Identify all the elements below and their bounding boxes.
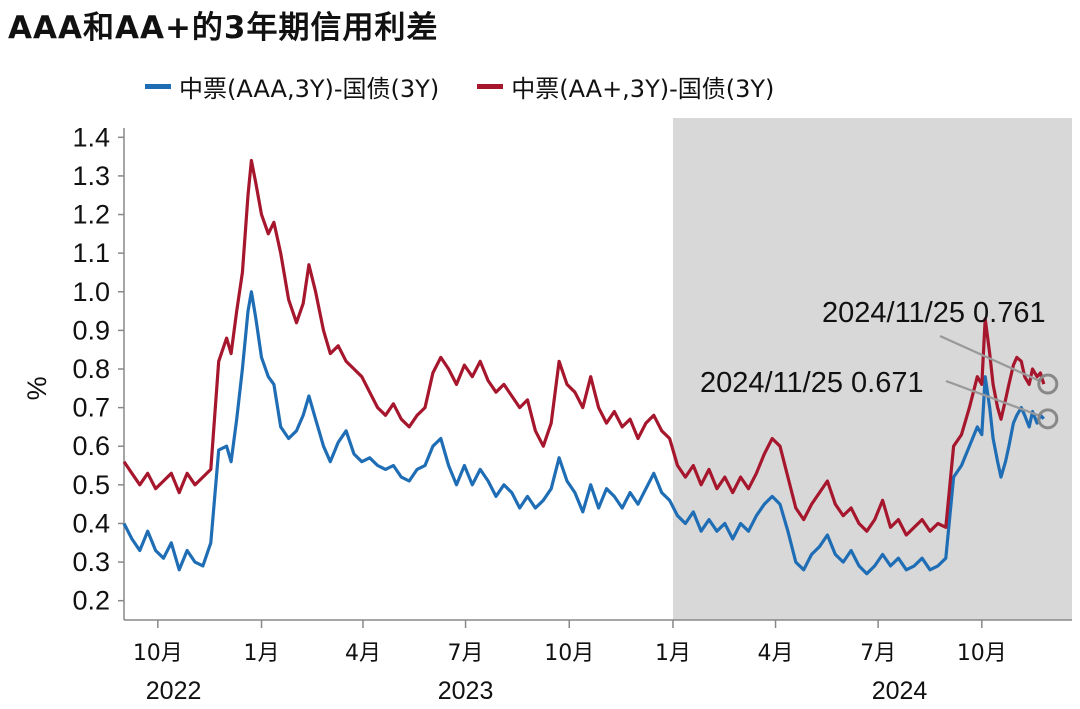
legend-swatch-aaa [145,83,171,89]
y-tick-label: 0.2 [72,586,110,616]
x-tick-label: 1月 [655,641,691,666]
x-tick-label: 10月 [957,641,1007,666]
x-tick-label: 4月 [758,641,794,666]
series-line-aaa [122,290,1045,576]
x-year-label: 2022 [146,677,202,705]
y-tick-label: 0.5 [72,470,110,500]
legend-label-aaa: 中票(AAA,3Y)-国债(3Y) [179,74,440,103]
annotation-label: 2024/11/25 0.761 [822,297,1046,329]
chart-title: AAA和AA+的3年期信用利差 [8,10,439,46]
annotation-pointer [939,334,1041,383]
x-tick-label: 1月 [244,641,280,666]
legend: 中票(AAA,3Y)-国债(3Y) 中票(AA+,3Y)-国债(3Y) [145,66,812,106]
y-tick-label: 0.6 [72,431,110,461]
x-tick-label: 10月 [544,641,594,666]
annotation-marker [1037,408,1059,430]
y-axis-label: % [22,376,52,400]
y-tick-label: 0.4 [72,508,110,538]
series-line-aaplus [122,158,1046,537]
x-year-label: 2024 [872,677,928,705]
y-tick-label: 1.3 [72,161,110,191]
x-tick-label: 7月 [448,641,484,666]
legend-label-aaplus: 中票(AA+,3Y)-国债(3Y) [511,74,775,103]
annotation-label: 2024/11/25 0.671 [700,367,924,399]
x-year-label: 2023 [438,677,494,705]
y-tick-label: 1.2 [72,200,110,230]
legend-swatch-aaplus [477,83,504,89]
y-tick-label: 0.9 [72,315,110,345]
y-tick-label: 1.4 [72,122,110,152]
y-tick-label: 0.7 [72,393,110,423]
x-tick-label: 7月 [860,641,896,666]
annotation-marker [1037,373,1059,395]
legend-item-aaa: 中票(AAA,3Y)-国债(3Y) [145,69,439,104]
legend-item-aaplus: 中票(AA+,3Y)-国债(3Y) [477,69,774,104]
x-tick-label: 4月 [345,641,381,666]
shaded-region [672,118,1072,620]
x-tick-label: 10月 [133,641,183,666]
y-tick-label: 1.0 [72,277,110,307]
y-tick-label: 0.3 [72,547,110,577]
annotation-pointer [945,379,1041,417]
y-tick-label: 1.1 [72,238,110,268]
y-tick-label: 0.8 [72,354,110,384]
